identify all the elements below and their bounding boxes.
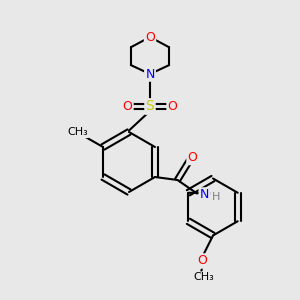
- Text: N: N: [200, 188, 209, 202]
- Text: CH₃: CH₃: [67, 127, 88, 137]
- Text: O: O: [168, 100, 177, 113]
- Text: N: N: [145, 68, 155, 80]
- Text: O: O: [188, 151, 197, 164]
- Text: O: O: [198, 254, 207, 268]
- Text: CH₃: CH₃: [194, 272, 214, 283]
- Text: O: O: [145, 31, 155, 44]
- Text: H: H: [212, 191, 220, 202]
- Text: S: S: [146, 100, 154, 113]
- Text: O: O: [123, 100, 132, 113]
